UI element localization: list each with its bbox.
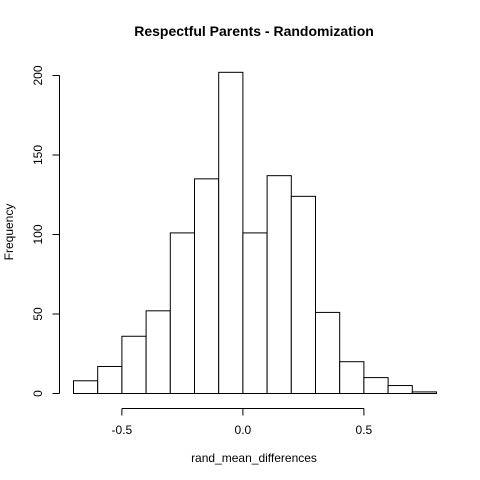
histogram-bar: [315, 311, 341, 394]
histogram-bar: [411, 391, 437, 395]
histogram-bar: [145, 310, 171, 395]
y-tick-label: 0: [31, 390, 45, 397]
histogram-bar: [387, 385, 413, 394]
x-tick-label: -0.5: [112, 423, 133, 437]
x-tick-label: 0.5: [356, 423, 373, 437]
y-tick-label: 100: [31, 224, 45, 244]
histogram-bar: [97, 365, 123, 395]
y-tick-label: 150: [31, 145, 45, 165]
x-axis: -0.5 0.0 0.5: [112, 408, 373, 437]
histogram-bar: [73, 380, 99, 394]
x-axis-label: rand_mean_differences: [191, 451, 317, 465]
histogram-bar: [290, 195, 316, 394]
y-tick-label: 50: [31, 307, 45, 321]
chart-title: Respectful Parents - Randomization: [134, 23, 374, 39]
y-axis: 0 50 100 150 200: [31, 65, 60, 397]
y-axis-label: Frequency: [2, 204, 16, 261]
histogram-bar: [169, 232, 196, 394]
x-tick-label: 0.0: [235, 423, 252, 437]
histogram-bar: [194, 178, 220, 394]
histogram-bar: [266, 175, 292, 394]
histogram-bar: [121, 335, 147, 395]
histogram-bar: [363, 377, 389, 395]
y-tick-label: 200: [31, 65, 45, 85]
bars-group: [73, 71, 437, 395]
histogram-bar: [218, 71, 244, 394]
histogram-bar: [339, 361, 365, 395]
histogram-bar: [242, 232, 268, 394]
